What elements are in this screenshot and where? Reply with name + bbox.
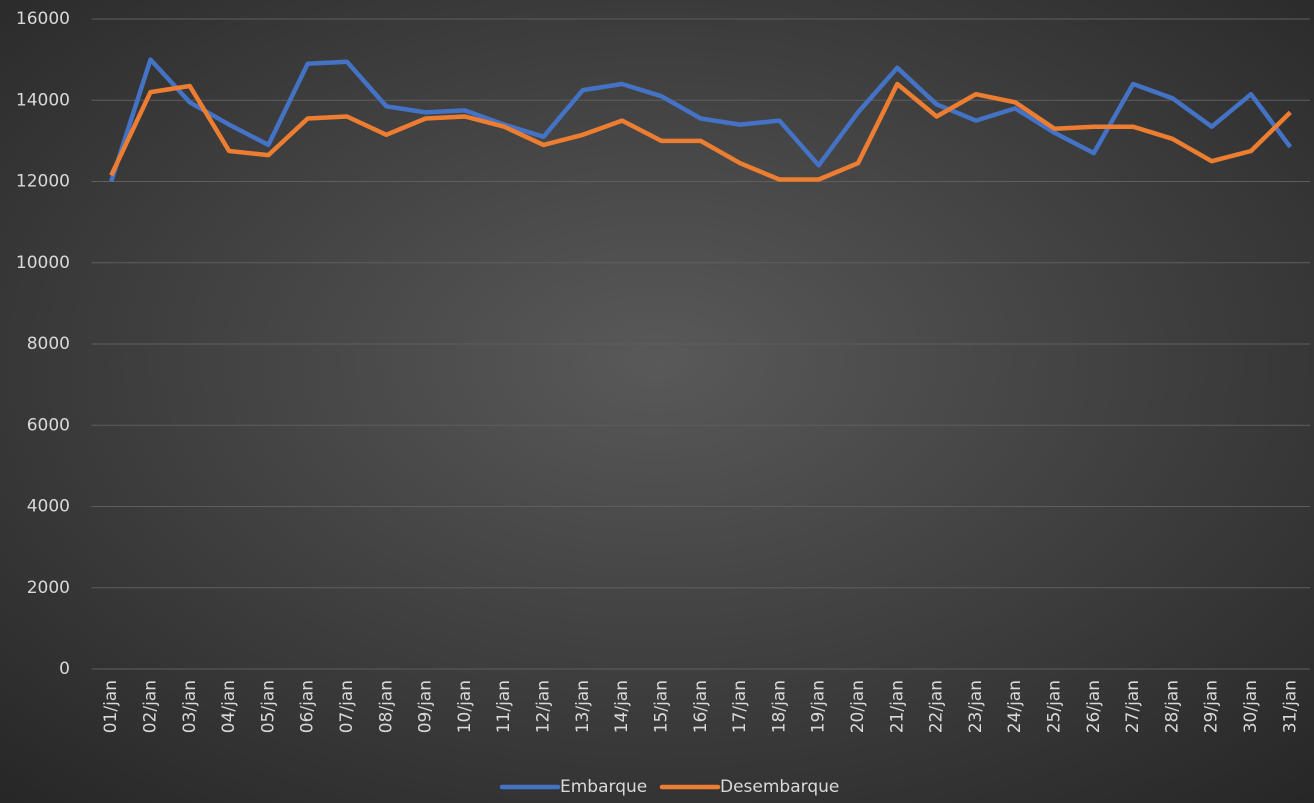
x-tick-label: 13/jan	[573, 680, 593, 733]
x-tick-label: 04/jan	[219, 680, 239, 733]
x-tick-label: 08/jan	[376, 680, 396, 733]
y-tick-label: 4000	[27, 497, 70, 517]
x-tick-label: 02/jan	[140, 680, 160, 733]
x-tick-label: 24/jan	[1005, 680, 1025, 733]
y-tick-label: 0	[59, 659, 70, 679]
x-tick-label: 12/jan	[534, 680, 554, 733]
x-tick-label: 20/jan	[848, 680, 868, 733]
x-tick-label: 15/jan	[651, 680, 671, 733]
x-tick-label: 27/jan	[1123, 680, 1143, 733]
x-tick-label: 07/jan	[337, 680, 357, 733]
x-tick-label: 30/jan	[1241, 680, 1261, 733]
series-line	[109, 57, 1293, 183]
x-tick-label: 05/jan	[258, 680, 278, 733]
x-tick-label: 21/jan	[887, 680, 907, 733]
x-tick-label: 23/jan	[966, 680, 986, 733]
y-tick-label: 8000	[27, 334, 70, 354]
x-tick-label: 25/jan	[1045, 680, 1065, 733]
x-tick-label: 31/jan	[1280, 680, 1300, 733]
y-tick-label: 16000	[16, 9, 70, 29]
x-tick-label: 03/jan	[180, 680, 200, 733]
x-tick-label: 10/jan	[455, 680, 475, 733]
x-tick-label: 16/jan	[691, 680, 711, 733]
x-tick-label: 28/jan	[1162, 680, 1182, 733]
x-tick-label: 09/jan	[416, 680, 436, 733]
legend-label: Desembarque	[720, 777, 839, 797]
x-tick-label: 19/jan	[809, 680, 829, 733]
y-tick-label: 10000	[16, 253, 70, 273]
x-tick-label: 22/jan	[927, 680, 947, 733]
legend-label: Embarque	[560, 777, 647, 797]
x-tick-label: 26/jan	[1084, 680, 1104, 733]
series-line	[109, 81, 1292, 182]
y-tick-label: 12000	[16, 172, 70, 192]
x-tick-label: 18/jan	[769, 680, 789, 733]
x-tick-label: 17/jan	[730, 680, 750, 733]
x-tick-label: 06/jan	[298, 680, 318, 733]
x-tick-label: 14/jan	[612, 680, 632, 733]
x-tick-label: 11/jan	[494, 680, 514, 733]
y-tick-label: 6000	[27, 415, 70, 435]
x-tick-label: 01/jan	[101, 680, 121, 733]
x-tick-label: 29/jan	[1202, 680, 1222, 733]
y-tick-label: 2000	[27, 578, 70, 598]
y-tick-label: 14000	[16, 90, 70, 110]
